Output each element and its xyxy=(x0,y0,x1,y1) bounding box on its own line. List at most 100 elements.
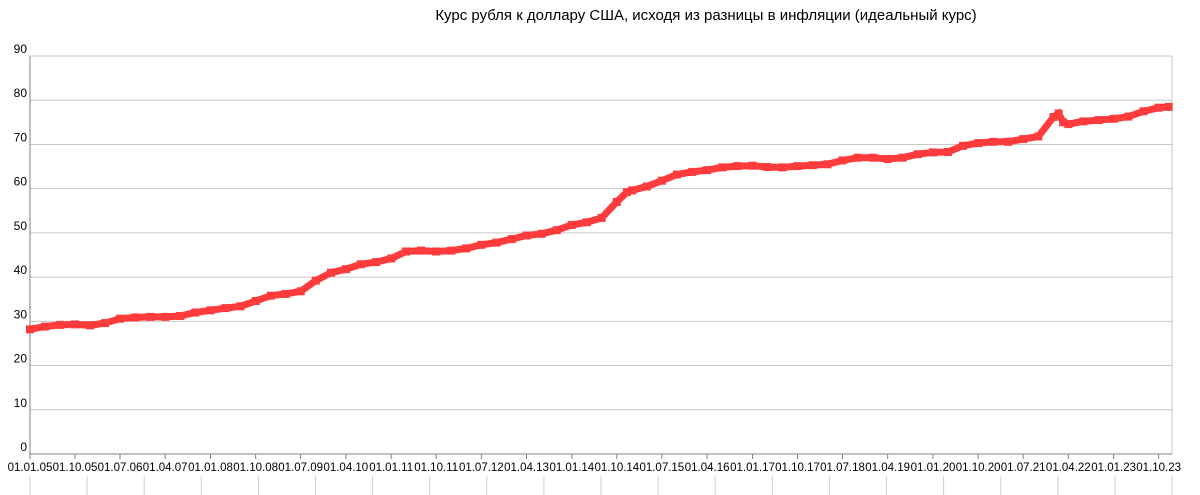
data-point xyxy=(1139,107,1148,116)
y-tick-label: 60 xyxy=(14,175,28,189)
series-group xyxy=(25,102,1173,334)
data-point xyxy=(327,268,335,277)
data-point xyxy=(733,162,742,171)
x-tick-label: 01.04.07 xyxy=(143,462,188,474)
data-point xyxy=(447,246,456,255)
x-tick-label: 01.07.12 xyxy=(459,462,504,474)
data-point xyxy=(898,153,907,162)
x-tick-label: 01.01.11 xyxy=(369,462,413,474)
data-point xyxy=(718,163,727,172)
data-point xyxy=(989,137,998,146)
data-point xyxy=(913,150,922,159)
x-tick-label: 01.07.21 xyxy=(1001,462,1046,474)
data-point xyxy=(1004,137,1013,146)
x-tick-label: 01.10.17 xyxy=(775,462,820,474)
y-tick-label: 50 xyxy=(14,219,28,233)
gridlines xyxy=(30,55,1173,454)
data-point xyxy=(71,320,79,329)
data-point xyxy=(959,141,967,150)
data-point xyxy=(522,231,531,240)
x-tick-label: 01.01.14 xyxy=(549,462,594,474)
x-tick-label: 01.04.13 xyxy=(504,462,549,474)
data-point xyxy=(146,312,155,321)
y-tick-label: 80 xyxy=(14,86,28,100)
y-tick-label: 40 xyxy=(14,263,28,277)
x-tick-label: 01.07.06 xyxy=(98,462,143,474)
data-point xyxy=(40,322,49,331)
data-point xyxy=(417,246,425,255)
x-tick-label: 01.04.22 xyxy=(1046,462,1091,474)
x-tick-label: 01.10.20 xyxy=(956,462,1001,474)
data-point xyxy=(341,265,350,274)
data-point xyxy=(281,289,290,298)
x-tick-label: 01.01.17 xyxy=(730,462,775,474)
y-tick-label: 30 xyxy=(14,307,28,321)
y-tick-label: 90 xyxy=(14,42,28,56)
data-point xyxy=(1109,114,1118,123)
data-point xyxy=(1054,109,1063,118)
y-tick-label: 10 xyxy=(14,396,28,410)
data-point xyxy=(26,325,34,334)
data-point xyxy=(221,304,230,313)
data-point xyxy=(868,153,877,162)
data-point xyxy=(161,312,170,321)
data-point xyxy=(191,308,200,317)
data-point xyxy=(1064,120,1073,129)
data-point xyxy=(1019,135,1028,144)
data-point xyxy=(1154,103,1163,112)
data-point xyxy=(642,182,651,191)
x-tick-label: 01.04.10 xyxy=(323,462,368,474)
data-point xyxy=(552,226,561,235)
data-point xyxy=(251,297,260,305)
data-point xyxy=(673,170,681,179)
x-tick-label: 01.01.08 xyxy=(188,462,233,474)
data-point xyxy=(296,287,305,296)
data-point xyxy=(1034,132,1043,141)
data-point xyxy=(883,155,892,163)
x-tick-label: 01.10.11 xyxy=(414,462,458,474)
data-point xyxy=(793,162,802,171)
data-point xyxy=(1079,117,1088,126)
data-point xyxy=(236,302,245,311)
data-point xyxy=(688,167,697,176)
data-point xyxy=(1094,116,1103,125)
data-point xyxy=(1164,102,1173,111)
data-point xyxy=(402,247,410,256)
data-point xyxy=(929,148,937,157)
data-point xyxy=(748,161,757,170)
data-point xyxy=(101,319,109,328)
data-point xyxy=(1049,113,1058,121)
y-axis-tick-labels: 0 10 20 30 40 50 60 70 80 90 xyxy=(14,42,28,454)
data-point xyxy=(944,148,952,156)
data-point xyxy=(657,176,666,185)
y-tick-label: 70 xyxy=(14,130,28,144)
data-point xyxy=(206,306,215,315)
y-tick-label: 20 xyxy=(14,352,28,366)
x-tick-label: 01.07.18 xyxy=(820,462,865,474)
data-point xyxy=(823,160,832,169)
x-tick-label: 01.04.16 xyxy=(685,462,730,474)
data-point xyxy=(311,276,320,285)
x-tick-label: 01.01.23 xyxy=(1091,462,1136,474)
data-point xyxy=(176,312,185,320)
data-point xyxy=(372,258,380,267)
data-point xyxy=(628,186,636,195)
x-tick-label: 01.01.05 xyxy=(8,462,53,474)
data-point xyxy=(1059,118,1068,127)
data-point xyxy=(507,235,516,244)
data-point xyxy=(622,188,631,197)
data-point xyxy=(763,163,772,171)
data-point xyxy=(432,247,441,256)
data-point xyxy=(838,156,847,165)
x-tick-label: 01.04.19 xyxy=(865,462,910,474)
data-point xyxy=(567,220,576,229)
chart-title: Курс рубля к доллару США, исходя из разн… xyxy=(435,7,976,24)
x-tick-label: 01.10.14 xyxy=(594,462,639,474)
data-point xyxy=(86,321,95,330)
data-point xyxy=(356,260,365,269)
data-point xyxy=(537,229,546,238)
data-point xyxy=(55,320,64,329)
data-point xyxy=(808,161,817,170)
x-tick-label: 01.10.05 xyxy=(53,462,98,474)
